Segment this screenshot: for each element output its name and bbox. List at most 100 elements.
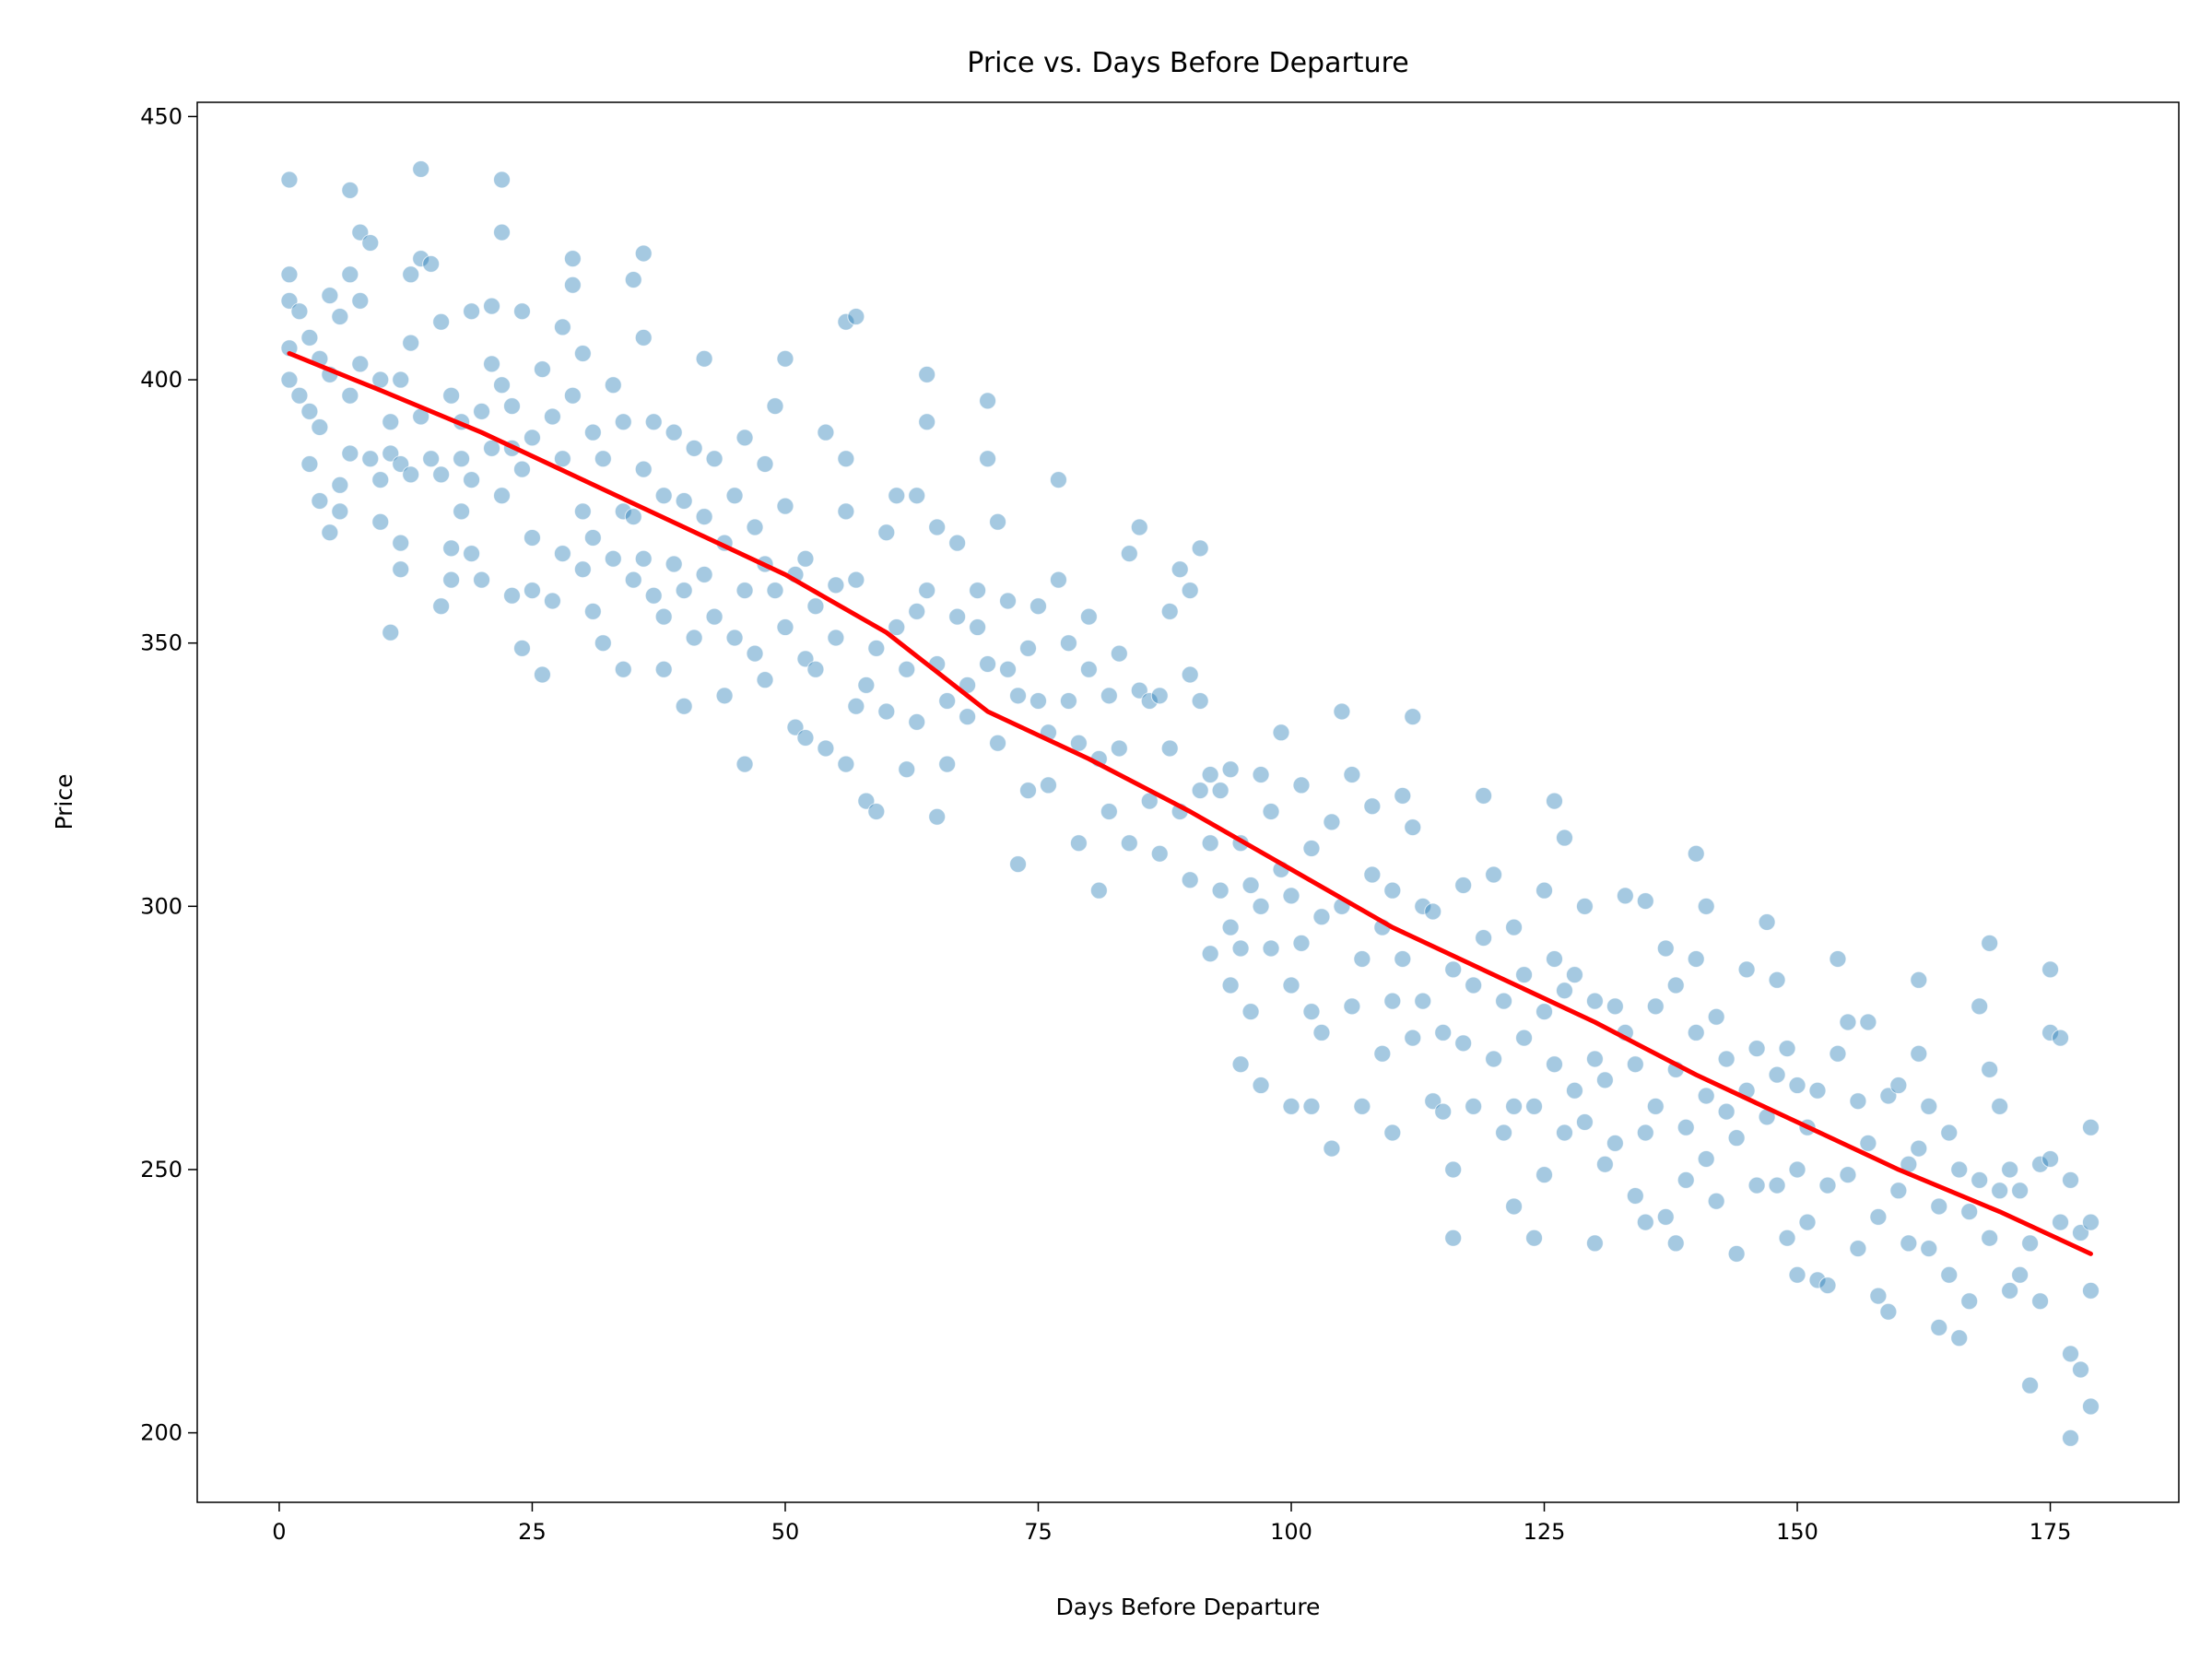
point [2081,1118,2100,1136]
point [1687,949,1705,968]
point [1363,865,1382,884]
point [1707,1192,1725,1210]
point [1859,1134,1877,1152]
point [1839,1166,1857,1184]
point [493,223,512,241]
point [1282,1097,1300,1115]
point [463,545,481,563]
x-tick-label: 175 [2030,1519,2072,1545]
point [493,376,512,394]
point [280,339,299,358]
point [2071,1360,2089,1379]
point [1910,1139,1928,1158]
point [847,308,865,326]
point [1252,1077,1270,1095]
point [442,386,461,405]
point [1049,471,1067,489]
point [776,618,794,637]
point [1727,1244,1746,1263]
point [442,571,461,589]
point [989,512,1007,531]
point [837,450,855,468]
point [806,597,825,616]
point [1940,1265,1959,1284]
point [1778,1229,1796,1247]
point [573,344,592,362]
point [1595,1071,1614,1089]
point [553,318,571,336]
point [473,571,491,589]
point [1991,1182,2009,1200]
point [1535,1003,1554,1021]
point [1839,1013,1857,1031]
point [756,454,774,473]
point [735,582,754,600]
point [1717,1102,1735,1121]
point [1272,724,1290,742]
point [715,687,734,705]
point [341,444,359,463]
point [918,582,936,600]
point [999,592,1018,610]
point [493,487,512,505]
point [1950,1329,1969,1347]
point [1262,802,1280,820]
point [1525,1097,1544,1115]
point [614,413,632,431]
point [1565,1081,1583,1100]
point [1292,934,1311,952]
point [1404,818,1422,837]
point [654,607,673,626]
point [523,528,541,547]
point [463,471,481,489]
point [827,629,845,647]
point [1555,982,1573,1000]
point [817,423,835,441]
point [1505,1197,1524,1216]
point [735,429,754,447]
plot-frame [196,101,2180,1503]
point [604,376,622,394]
point [432,597,451,616]
point [1626,1187,1644,1206]
point [321,287,339,305]
point [2011,1265,2030,1284]
point [1910,971,1928,989]
point [1687,1023,1705,1041]
point [888,618,906,637]
point [1829,1044,1847,1063]
point [2001,1281,2019,1300]
point [331,502,349,521]
point [583,528,602,547]
point [877,524,896,542]
point [280,371,299,389]
point [796,729,815,747]
y-axis-label: Price [51,774,77,830]
point [1900,1234,1918,1253]
point [908,487,926,505]
point [644,586,663,605]
point [1575,897,1594,915]
point [634,460,653,478]
point [847,697,865,715]
point [453,450,471,468]
point [999,660,1018,678]
point [1788,1077,1806,1095]
point [1444,1229,1463,1247]
point [361,234,380,253]
point [898,760,916,779]
y-tick-label: 400 [140,367,182,393]
point [1231,939,1250,958]
point [1636,1124,1654,1142]
point [675,582,693,600]
point [877,702,896,721]
point [1535,881,1554,900]
point [1100,687,1118,705]
point [1383,1124,1402,1142]
point [837,312,855,331]
point [928,807,947,826]
point [290,386,309,405]
point [1009,855,1028,874]
point [847,571,865,589]
